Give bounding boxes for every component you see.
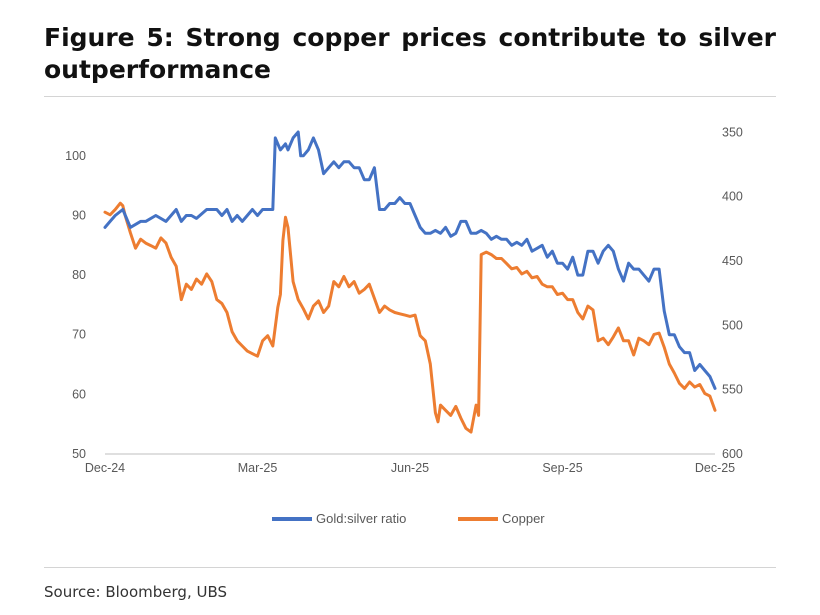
line-chart: Dec-24 Mar-25 Jun-25 Sep-25 Dec-25 50 60 70 80 90… bbox=[65, 125, 743, 526]
left-y-tick-label: 70 bbox=[72, 328, 86, 342]
x-tick-label: Dec-25 bbox=[695, 461, 735, 475]
figure-title: Figure 5: Strong copper prices contribut… bbox=[44, 23, 776, 84]
x-tick-label: Dec-24 bbox=[85, 461, 125, 475]
bottom-divider bbox=[44, 567, 776, 568]
left-y-tick-label: 100 bbox=[65, 149, 86, 163]
chart-series bbox=[103, 130, 717, 434]
right-y-tick-label: 350 bbox=[722, 125, 743, 139]
x-tick-label: Sep-25 bbox=[542, 461, 582, 475]
right-y-tick-label: 600 bbox=[722, 447, 743, 461]
right-y-tick-label: 450 bbox=[722, 254, 743, 268]
right-y-tick-label: 550 bbox=[722, 383, 743, 397]
left-y-tick-label: 90 bbox=[72, 208, 86, 222]
left-y-tick-label: 50 bbox=[72, 447, 86, 461]
series-line-gold-silver bbox=[103, 130, 717, 390]
top-divider bbox=[44, 96, 776, 97]
x-tick-label: Jun-25 bbox=[391, 461, 429, 475]
x-tick-label: Mar-25 bbox=[238, 461, 278, 475]
legend-label-copper: Copper bbox=[502, 511, 545, 526]
left-y-tick-label: 60 bbox=[72, 387, 86, 401]
chart-axes: Dec-24 Mar-25 Jun-25 Sep-25 Dec-25 50 60 70 80 90… bbox=[65, 125, 743, 475]
right-y-tick-label: 500 bbox=[722, 318, 743, 332]
source-note: Source: Bloomberg, UBS bbox=[44, 583, 228, 601]
left-y-tick-label: 80 bbox=[72, 268, 86, 282]
series-line-copper bbox=[103, 201, 717, 434]
chart-legend: Gold:silver ratio Copper bbox=[272, 511, 545, 526]
legend-label-gold-silver: Gold:silver ratio bbox=[316, 511, 406, 526]
right-y-tick-label: 400 bbox=[722, 190, 743, 204]
